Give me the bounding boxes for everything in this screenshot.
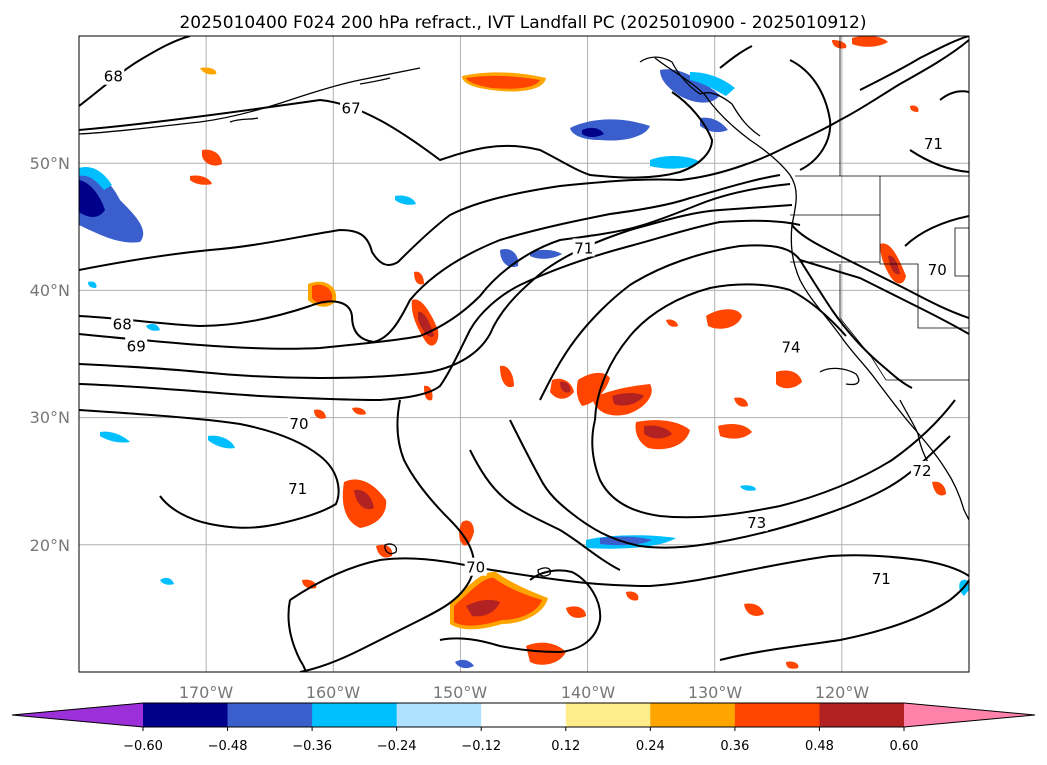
colorbar-segment [312,703,398,727]
latitude-tick-labels: 50°N 40°N 30°N 20°N [30,154,70,555]
gridlines [79,36,969,672]
lon-tick-label: 140°W [561,683,616,702]
map-frame [78,35,970,673]
contour-label-background [870,569,893,588]
map-title: 2025010400 F024 200 hPa refract., IVT La… [179,13,866,33]
colorbar-segment [819,703,905,727]
refractivity-contours [79,36,969,672]
colorbar-tick-label: 0.48 [805,739,834,754]
contour-labels: 68 67 68 69 70 71 70 71 74 73 72 71 71 70 [102,66,949,588]
contour-label: 67 [342,100,361,118]
colorbar-tick-label: 0.36 [720,739,749,754]
colorbar-tick-label: −0.48 [208,739,248,754]
colorbar-tick-label: 0.12 [551,739,580,754]
contour-label: 72 [912,462,931,480]
contour-label: 70 [289,415,308,433]
colorbar-tick-label: 0.24 [636,739,665,754]
longitude-tick-labels: 170°W 160°W 150°W 140°W 130°W 120°W [179,683,870,702]
contour-label-background [286,478,309,497]
contour-label: 71 [288,480,307,498]
contour-label: 71 [924,135,943,153]
contour-label-background [780,337,802,356]
contour-label-background [745,513,768,532]
lat-tick-label: 20°N [30,536,70,555]
colorbar-segment [565,703,651,727]
colorbar-tick-label: 0.60 [890,739,919,754]
contour-label-background [111,314,134,333]
contour-label-background [910,461,933,480]
contour-label: 71 [574,239,593,257]
lat-tick-label: 40°N [30,281,70,300]
contour-label-background [287,413,310,432]
colorbar-segment [396,703,482,727]
contour-label-background [572,238,595,257]
contour-label: 70 [466,559,485,577]
lon-tick-label: 150°W [433,683,488,702]
colorbar-tick-label: −0.12 [461,739,501,754]
colorbar-segment [650,703,736,727]
contour-label: 68 [113,316,132,334]
lat-tick-label: 30°N [30,408,70,427]
lat-tick-label: 50°N [30,154,70,173]
contour-label: 71 [872,570,891,588]
map-area [79,36,969,672]
colorbar-extend-max [904,703,1035,727]
contour-label-background [102,66,125,85]
lon-tick-label: 160°W [306,683,361,702]
lon-tick-label: 130°W [688,683,743,702]
contour-label: 74 [781,339,800,357]
colorbar-segment [143,703,229,727]
colorbar: −0.60 −0.48 −0.36 −0.24 −0.12 0.12 0.24 0.36 0.4… [11,702,1036,754]
colorbar-extend-min [12,703,143,727]
contour-label-background [464,557,487,576]
colorbar-tick-label: −0.36 [292,739,332,754]
colorbar-segment [734,703,820,727]
contour-label: 69 [127,337,146,355]
contour-label-background [926,260,949,279]
colorbar-tick-label: −0.60 [123,739,163,754]
refractivity-anomaly-fills [79,36,969,669]
contour-label-background [922,134,945,153]
contour-label: 73 [747,514,766,532]
contour-label-background [340,98,363,117]
colorbar-segment [227,703,313,727]
contour-label-background [125,336,148,355]
contour-label: 70 [928,261,947,279]
colorbar-tick-label: −0.24 [377,739,417,754]
political-borders [790,36,969,381]
lon-tick-label: 170°W [179,683,234,702]
contour-label: 68 [104,68,123,86]
colorbar-segment [481,703,567,727]
lon-tick-label: 120°W [815,683,870,702]
